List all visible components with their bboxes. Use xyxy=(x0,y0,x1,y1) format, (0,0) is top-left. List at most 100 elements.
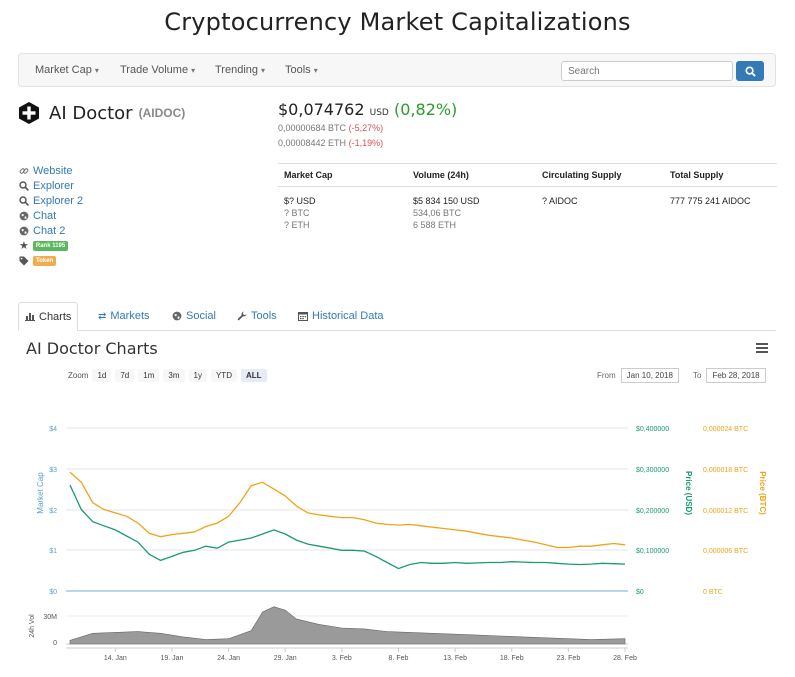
caret-down-icon: ▾ xyxy=(94,66,99,75)
globe-icon xyxy=(19,226,29,235)
usd-tick: $0 xyxy=(636,589,644,596)
globe-icon xyxy=(19,211,29,220)
stats-volume-cell: $5 834 150 USD 534,06 BTC 6 588 ETH xyxy=(407,187,536,232)
tab-historical-data[interactable]: Historical Data xyxy=(292,302,390,330)
zoom-ytd-button[interactable]: YTD xyxy=(210,369,237,382)
stats-header-total: Total Supply xyxy=(664,164,777,187)
nav-label: Trade Volume xyxy=(120,64,189,76)
chart-series xyxy=(69,471,626,645)
calendar-icon xyxy=(298,312,308,321)
x-tick-label: 29. Jan xyxy=(274,655,297,662)
search-icon xyxy=(744,65,756,77)
btc-tick: 0,000024 BTC xyxy=(703,426,748,433)
link-icon xyxy=(19,167,29,174)
tab-social[interactable]: Social xyxy=(166,302,222,330)
tab-tools[interactable]: Tools xyxy=(231,302,283,330)
coin-name: AI Doctor xyxy=(49,102,133,124)
caret-down-icon: ▾ xyxy=(191,66,196,75)
x-tick-label: 24. Jan xyxy=(217,655,240,662)
usd-tick: $0,400000 xyxy=(636,426,669,433)
volume-eth: 6 588 ETH xyxy=(413,220,457,230)
market-cap-tick: $1 xyxy=(49,548,57,555)
price-usd-line xyxy=(69,484,626,570)
link-row-chat: Chat xyxy=(19,208,83,223)
rank-badge: Rank 1195 xyxy=(32,240,69,251)
chat-2-link[interactable]: Chat 2 xyxy=(33,224,66,237)
volume-tick: 0 xyxy=(53,640,57,647)
search-icon xyxy=(19,180,29,191)
zoom-all-button[interactable]: ALL xyxy=(240,369,267,382)
explorer-link[interactable]: Explorer xyxy=(33,179,74,192)
zoom-1y-button[interactable]: 1y xyxy=(188,369,207,382)
tab-label: Tools xyxy=(251,310,277,322)
btc-axis: 0,000024 BTC 0,000018 BTC 0,000012 BTC 0,00… xyxy=(703,426,767,596)
menu-line xyxy=(756,347,768,349)
price-usd: $0,074762 xyxy=(278,100,365,119)
caret-down-icon: ▾ xyxy=(313,66,318,75)
x-tick-label: 13. Feb xyxy=(443,655,467,662)
search-button[interactable] xyxy=(736,61,764,81)
volume-btc: 534,06 BTC xyxy=(413,208,462,218)
nav-tools[interactable]: Tools ▾ xyxy=(285,64,318,76)
btc-tick: 0,000012 BTC xyxy=(703,508,748,515)
tab-label: Markets xyxy=(110,310,150,322)
to-date-input[interactable]: Feb 28, 2018 xyxy=(706,368,766,383)
tab-markets[interactable]: ⇄ Markets xyxy=(92,302,156,330)
website-link[interactable]: Website xyxy=(33,164,73,177)
price-btc-line xyxy=(69,471,626,549)
market-cap-axis-label: Market Cap xyxy=(36,472,45,514)
usd-axis: $0,400000 $0,300000 $0,200000 $0,100000 $0 Pr… xyxy=(636,426,693,596)
x-tick-label: 28. Feb xyxy=(613,655,637,662)
change-btc: (-5,27%) xyxy=(348,123,384,133)
x-tick-label: 8. Feb xyxy=(389,655,409,662)
zoom-controls: Zoom 1d 7d 1m 3m 1y YTD ALL xyxy=(68,369,267,382)
link-row-website: Website xyxy=(19,163,83,178)
link-row-chat-2: Chat 2 xyxy=(19,223,83,238)
wrench-icon xyxy=(237,311,247,321)
chat-link[interactable]: Chat xyxy=(33,209,57,222)
tab-label: Historical Data xyxy=(312,310,384,322)
zoom-3m-button[interactable]: 3m xyxy=(163,369,185,382)
chart-menu-button[interactable] xyxy=(756,343,768,355)
to-label: To xyxy=(693,371,702,380)
stats-market-cap-cell: $? USD ? BTC ? ETH xyxy=(278,187,407,232)
token-badge: Token xyxy=(33,255,57,266)
menu-line xyxy=(756,343,768,345)
x-tick-label: 3. Feb xyxy=(332,655,352,662)
nav-label: Tools xyxy=(285,64,311,76)
nav-trending[interactable]: Trending ▾ xyxy=(215,64,265,76)
from-date-input[interactable]: Jan 10, 2018 xyxy=(620,368,679,383)
search-input[interactable] xyxy=(561,61,733,81)
zoom-1d-button[interactable]: 1d xyxy=(92,369,112,382)
market-cap-usd: $? USD xyxy=(284,196,316,206)
usd-tick: $0,100000 xyxy=(636,548,669,555)
link-row-rank: ★ Rank 1195 xyxy=(19,238,83,253)
nav-trade-volume[interactable]: Trade Volume ▾ xyxy=(120,64,195,76)
usd-tick: $0,200000 xyxy=(636,508,669,515)
price-btc: 0,00000684 BTC xyxy=(278,123,347,133)
zoom-7d-button[interactable]: 7d xyxy=(115,369,135,382)
search-icon xyxy=(19,195,29,206)
nav-label: Trending xyxy=(215,64,259,76)
nav-market-cap[interactable]: Market Cap ▾ xyxy=(35,64,99,76)
menu-line xyxy=(756,351,768,353)
stats-circulating-cell: ? AIDOC xyxy=(542,196,578,206)
volume-area xyxy=(69,606,626,645)
price-eth: 0,00008442 ETH xyxy=(278,138,347,148)
caret-down-icon: ▾ xyxy=(261,66,266,75)
exchange-icon: ⇄ xyxy=(98,310,107,322)
x-tick-label: 14. Jan xyxy=(104,655,127,662)
zoom-1m-button[interactable]: 1m xyxy=(138,369,160,382)
tab-charts[interactable]: Charts xyxy=(18,302,79,331)
market-cap-eth: ? ETH xyxy=(284,220,310,230)
usd-label: USD xyxy=(369,108,389,118)
btc-tick: 0,000006 BTC xyxy=(703,548,748,555)
star-icon: ★ xyxy=(19,240,29,252)
change-eth: (-1,19%) xyxy=(348,138,384,148)
x-tick-label: 23. Feb xyxy=(556,655,580,662)
page-title: Cryptocurrency Market Capitalizations xyxy=(164,8,631,36)
btc-axis-label: Price (BTC) xyxy=(758,471,767,515)
globe-icon xyxy=(172,311,182,321)
explorer-2-link[interactable]: Explorer 2 xyxy=(33,194,84,207)
price-usd-line: $0,074762 USD (0,82%) xyxy=(278,100,457,119)
